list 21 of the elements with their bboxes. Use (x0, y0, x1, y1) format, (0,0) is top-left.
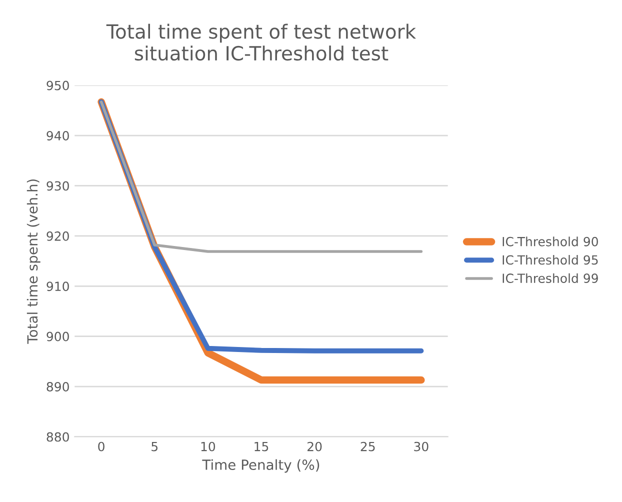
y-tick-label: 900 (46, 332, 69, 342)
x-axis-title: Time Penalty (%) (202, 459, 320, 473)
x-tick-label: 10 (201, 442, 216, 452)
legend-label: IC-Threshold 99 (502, 273, 598, 284)
y-tick-label: 880 (46, 432, 69, 442)
x-tick-label: 5 (152, 442, 158, 452)
x-tick-label: 30 (414, 442, 428, 452)
y-tick-label: 910 (46, 282, 69, 292)
chart-title: Total time spent of test network situation IC-Threshold test (106, 24, 416, 61)
legend-label: IC-Threshold 95 (502, 254, 598, 265)
x-tick-label: 0 (98, 442, 104, 452)
y-tick-label: 890 (46, 382, 69, 392)
x-tick-label: 25 (360, 442, 375, 452)
y-tick-label: 950 (46, 80, 69, 90)
legend-label: IC-Threshold 90 (502, 236, 598, 246)
y-tick-label: 930 (46, 181, 69, 191)
y-tick-label: 920 (46, 231, 69, 241)
y-axis-title: Total time spent (veh.h) (26, 179, 40, 344)
x-tick-label: 20 (308, 442, 322, 452)
y-tick-label: 940 (46, 131, 69, 140)
x-tick-label: 15 (254, 442, 268, 452)
